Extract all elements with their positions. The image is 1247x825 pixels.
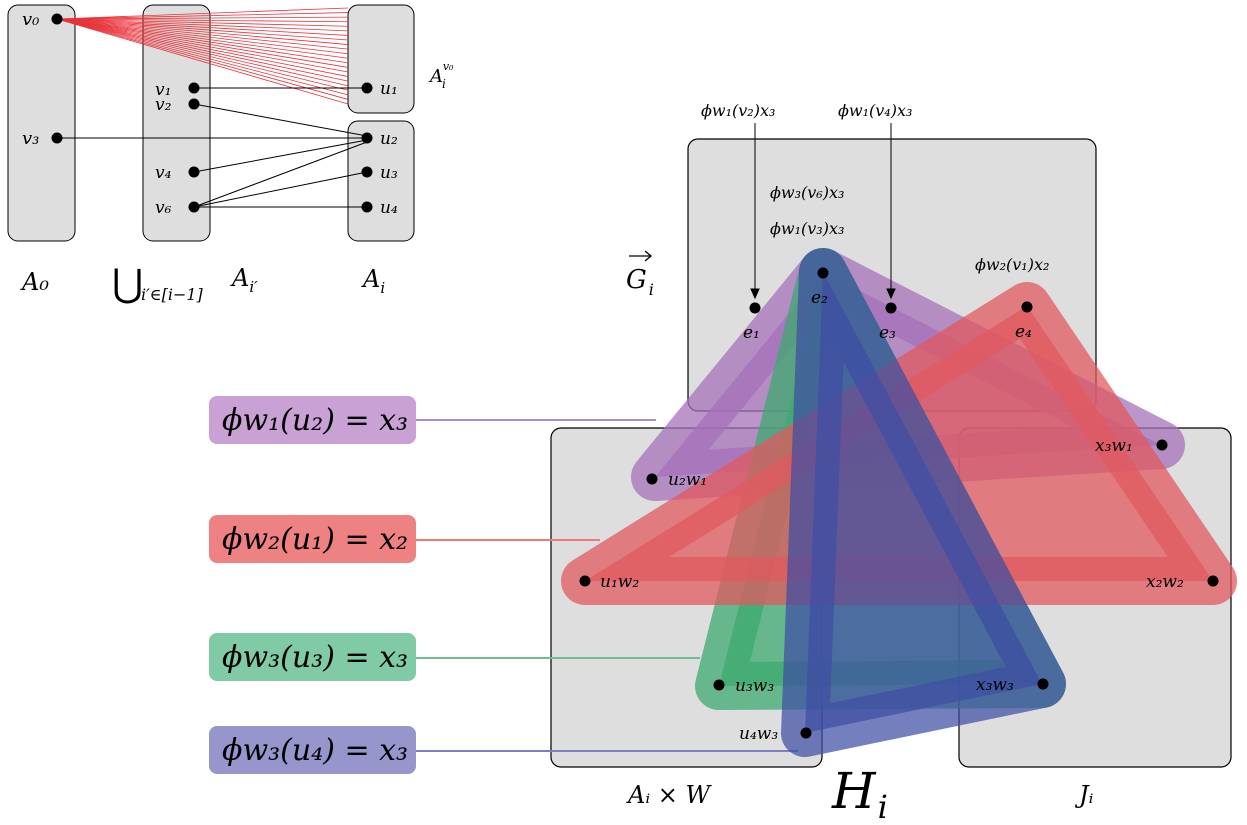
vertex-v3 (51, 132, 63, 144)
fan-edge (56, 18, 349, 105)
annotation-e2-line2: ϕw₁(v₃)x₃ (770, 219, 844, 238)
badge-phi-w1-u2: ϕw₁(u₂) = x₃ (209, 396, 416, 444)
label-u3: u₃ (380, 163, 398, 183)
label-e4: e₄ (1015, 322, 1032, 342)
label-union-a: Ai′ (230, 264, 258, 296)
vertex-u2w1 (646, 473, 658, 485)
fan-edge (56, 7, 349, 20)
left-edges (57, 87, 368, 208)
label-aw: Aᵢ × W (626, 781, 713, 809)
label-v2: v₂ (155, 95, 172, 115)
fan-edge (56, 18, 349, 82)
vertex-u2 (361, 132, 373, 144)
fan-edge (56, 18, 349, 55)
vertex-v4 (188, 166, 200, 178)
vertex-u1w2 (579, 575, 591, 587)
left-diagram: v₀ v₃ v₁ v₂ v₄ v₆ u₁ u₂ u₃ u₄ Aiv₀ A₀ ⋃ … (7, 4, 454, 305)
label-e3: e₃ (879, 323, 896, 343)
fan-edge (56, 18, 349, 91)
label-u3w3: u₃w₃ (735, 676, 774, 696)
label-v6: v₆ (155, 198, 172, 218)
label-e2: e₂ (811, 288, 828, 308)
union-box (142, 4, 211, 242)
vertex-u1 (361, 82, 373, 94)
annotation-e1: ϕw₁(v₂)x₃ (701, 101, 775, 120)
label-aiv0: Aiv₀ (428, 60, 454, 91)
fan-edge (56, 18, 349, 41)
label-hi: Hi (831, 762, 888, 825)
label-v0: v₀ (22, 9, 39, 30)
vertex-e3 (885, 302, 897, 314)
fan-edge (56, 18, 349, 32)
fan-edge (56, 18, 349, 23)
fan-edge (56, 16, 349, 20)
badge-text-phi-w3-u3: ϕw₃(u₃) = x₃ (222, 640, 408, 675)
fan-edge (56, 18, 349, 64)
vertex-v0 (51, 13, 63, 25)
label-ji: Jᵢ (1074, 781, 1094, 809)
badge-phi-w3-u4: ϕw₃(u₄) = x₃ (209, 726, 416, 774)
vertex-u4w3 (800, 727, 812, 739)
label-u4: u₄ (380, 198, 398, 218)
vertex-x3w3 (1037, 678, 1049, 690)
label-x3w1: x₃w₁ (1095, 436, 1133, 456)
union-subscript: i′∈[i−1] (141, 285, 204, 304)
right-diagram: e₁ e₂ e₃ e₄ ϕw₁(v₂)x₃ ϕw₁(v₄)x₃ ϕw₃(v₆)x… (416, 101, 1237, 825)
label-v4: v₄ (155, 163, 172, 183)
badge-phi-w2-u1: ϕw₂(u₁) = x₂ (209, 515, 416, 563)
fan-edge (56, 18, 349, 27)
vertex-e4 (1021, 301, 1033, 313)
label-u1: u₁ (380, 79, 398, 99)
vertex-x3w1 (1156, 439, 1168, 451)
annotation-arrows (750, 123, 896, 300)
label-ai: Ai (361, 265, 385, 297)
label-u1w2: u₁w₂ (600, 572, 639, 592)
fan-edge (56, 18, 349, 73)
fan-edge (56, 18, 349, 87)
label-u2: u₂ (380, 129, 398, 149)
fan-edge (56, 12, 349, 20)
fan-edge (56, 18, 349, 50)
label-a0: A₀ (20, 268, 49, 296)
vertex-e1 (749, 302, 761, 314)
label-u4w3: u₄w₃ (739, 724, 778, 744)
vertex-u3w3 (713, 679, 725, 691)
fan-edge (56, 18, 349, 36)
vertex-u4 (361, 201, 373, 213)
badges: ϕw₁(u₂) = x₃ ϕw₂(u₁) = x₂ ϕw₃(u₃) = x₃ ϕ… (209, 396, 416, 774)
fan-edge (56, 18, 349, 77)
label-v3: v₃ (22, 128, 39, 149)
hyperedge-blue (781, 248, 1066, 757)
union-symbol: ⋃ (112, 261, 143, 305)
badge-phi-w3-u3: ϕw₃(u₃) = x₃ (209, 633, 416, 681)
gi-arrow-icon (629, 250, 653, 262)
badge-text-phi-w1-u2: ϕw₁(u₂) = x₃ (222, 403, 408, 438)
vertex-v6 (188, 201, 200, 213)
annotation-e2-line1: ϕw₃(v₆)x₃ (770, 183, 844, 202)
annotation-e3: ϕw₁(v₄)x₃ (838, 101, 912, 120)
vertex-v2 (188, 98, 200, 110)
fan-edge (56, 18, 349, 100)
vertex-x2w2 (1207, 575, 1219, 587)
fan-edge (56, 18, 349, 59)
fan-edge (56, 18, 349, 45)
vertex-e2 (817, 267, 829, 279)
annotation-e4: ϕw₂(v₁)x₂ (975, 255, 1049, 274)
red-fan-edges (56, 7, 349, 105)
label-u2w1: u₂w₁ (668, 470, 707, 490)
a0-box (7, 4, 76, 242)
label-x2w2: x₂w₂ (1146, 572, 1184, 592)
vertex-v1 (188, 82, 200, 94)
badge-text-phi-w3-u4: ϕw₃(u₄) = x₃ (222, 733, 408, 768)
label-v1: v₁ (155, 80, 171, 100)
label-x3w3: x₃w₃ (976, 675, 1014, 695)
fan-edge (56, 18, 349, 68)
vertex-u3 (361, 166, 373, 178)
badge-text-phi-w2-u1: ϕw₂(u₁) = x₂ (222, 522, 408, 557)
label-e1: e₁ (743, 323, 760, 343)
fan-edge (56, 18, 349, 96)
